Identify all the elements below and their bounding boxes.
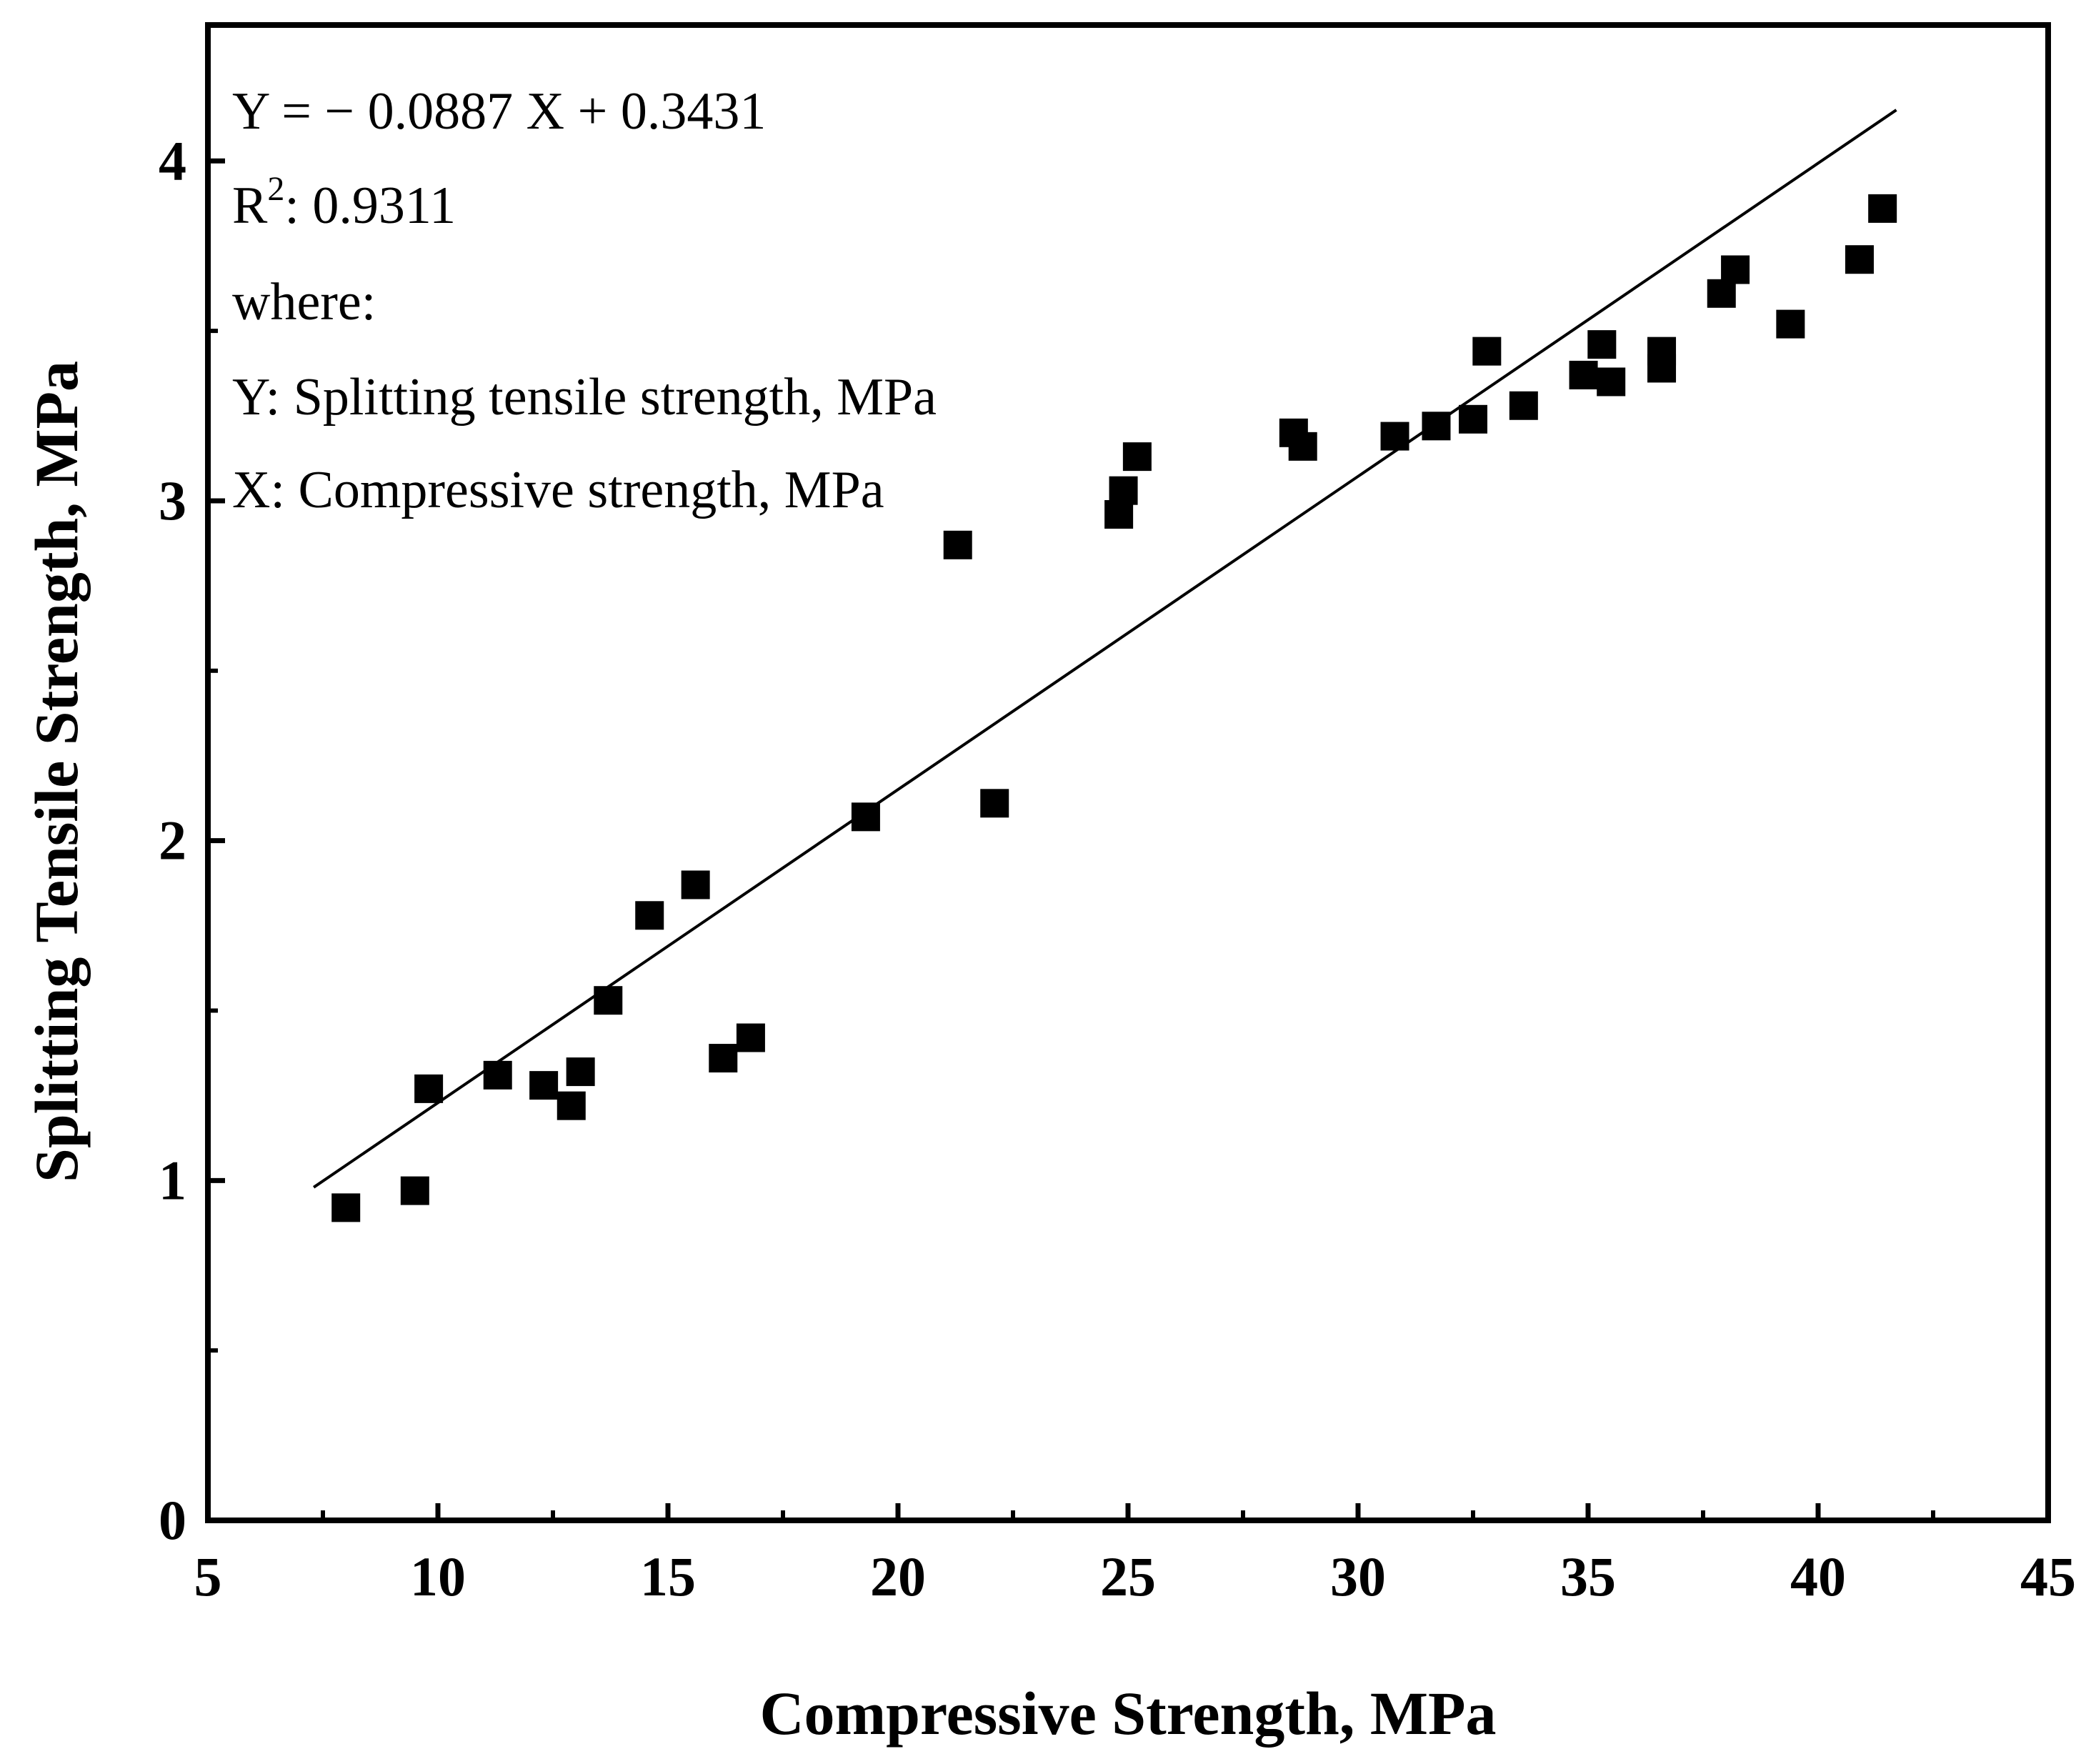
data-point	[1721, 255, 1750, 284]
data-point	[400, 1176, 429, 1205]
x-tick-label: 45	[2020, 1545, 2076, 1608]
y-definition-text: Y: Splitting tensile strength, MPa	[232, 368, 937, 427]
data-point	[483, 1060, 512, 1090]
equation-text: Y = − 0.0887 X + 0.3431	[232, 82, 766, 141]
data-point	[1122, 442, 1152, 472]
data-point	[1868, 194, 1897, 223]
x-tick-label: 15	[640, 1545, 696, 1608]
data-point	[851, 802, 880, 832]
data-point	[1647, 337, 1677, 366]
data-point	[736, 1023, 765, 1052]
x-tick-label: 10	[410, 1545, 466, 1608]
data-point	[331, 1193, 361, 1222]
x-axis-title: Compressive Strength, MPa	[759, 1679, 1496, 1748]
data-point	[1569, 360, 1598, 389]
where-text: where:	[232, 273, 376, 332]
plot-frame	[205, 22, 2051, 1523]
x-tick-label: 25	[1100, 1545, 1156, 1608]
data-point	[709, 1044, 738, 1073]
data-point	[557, 1091, 586, 1120]
data-point	[1380, 422, 1409, 451]
regression-line	[312, 109, 1897, 1189]
y-tick-label: 3	[159, 469, 186, 532]
r-squared-symbol: R	[232, 176, 268, 235]
r-squared-text: R2: 0.9311	[232, 170, 456, 235]
data-point	[1288, 432, 1317, 461]
x-tick-label: 20	[870, 1545, 926, 1608]
data-point	[980, 789, 1009, 818]
data-point	[681, 870, 710, 900]
x-tick-label: 5	[194, 1545, 222, 1608]
y-tick-label: 1	[159, 1149, 186, 1211]
data-point	[1459, 404, 1487, 434]
y-axis-title: Splitting Tensile Strength, MPa	[22, 361, 91, 1182]
data-point	[1422, 412, 1451, 441]
equation-annotation: Y = − 0.0887 X + 0.3431 R2: 0.9311 where…	[232, 82, 937, 519]
data-point	[1776, 309, 1805, 339]
r-squared-superscript: 2	[267, 170, 284, 208]
data-point	[943, 530, 972, 559]
data-point	[635, 901, 664, 930]
y-tick-label: 2	[159, 809, 186, 872]
data-point	[414, 1074, 444, 1103]
data-point	[594, 986, 623, 1015]
x-tick-label: 40	[1790, 1545, 1846, 1608]
x-definition-text: X: Compressive strength, MPa	[232, 461, 884, 519]
axis-ticks	[205, 158, 2051, 1523]
data-point	[566, 1057, 595, 1087]
r-squared-value: : 0.9311	[284, 176, 456, 235]
data-point	[1109, 476, 1138, 505]
data-points	[331, 194, 1897, 1222]
data-point	[529, 1071, 559, 1100]
data-point	[1845, 245, 1874, 274]
axis-tick-labels: 5 10 15 20 25 30 35 40 45 0 1 2 3 4	[159, 129, 2076, 1608]
y-tick-label: 0	[159, 1489, 186, 1551]
data-point	[1587, 330, 1617, 359]
x-tick-label: 30	[1330, 1545, 1386, 1608]
data-point	[1597, 367, 1626, 397]
data-point	[1472, 337, 1502, 366]
y-tick-label: 4	[159, 129, 186, 191]
data-point	[1509, 391, 1538, 420]
x-tick-label: 35	[1560, 1545, 1616, 1608]
